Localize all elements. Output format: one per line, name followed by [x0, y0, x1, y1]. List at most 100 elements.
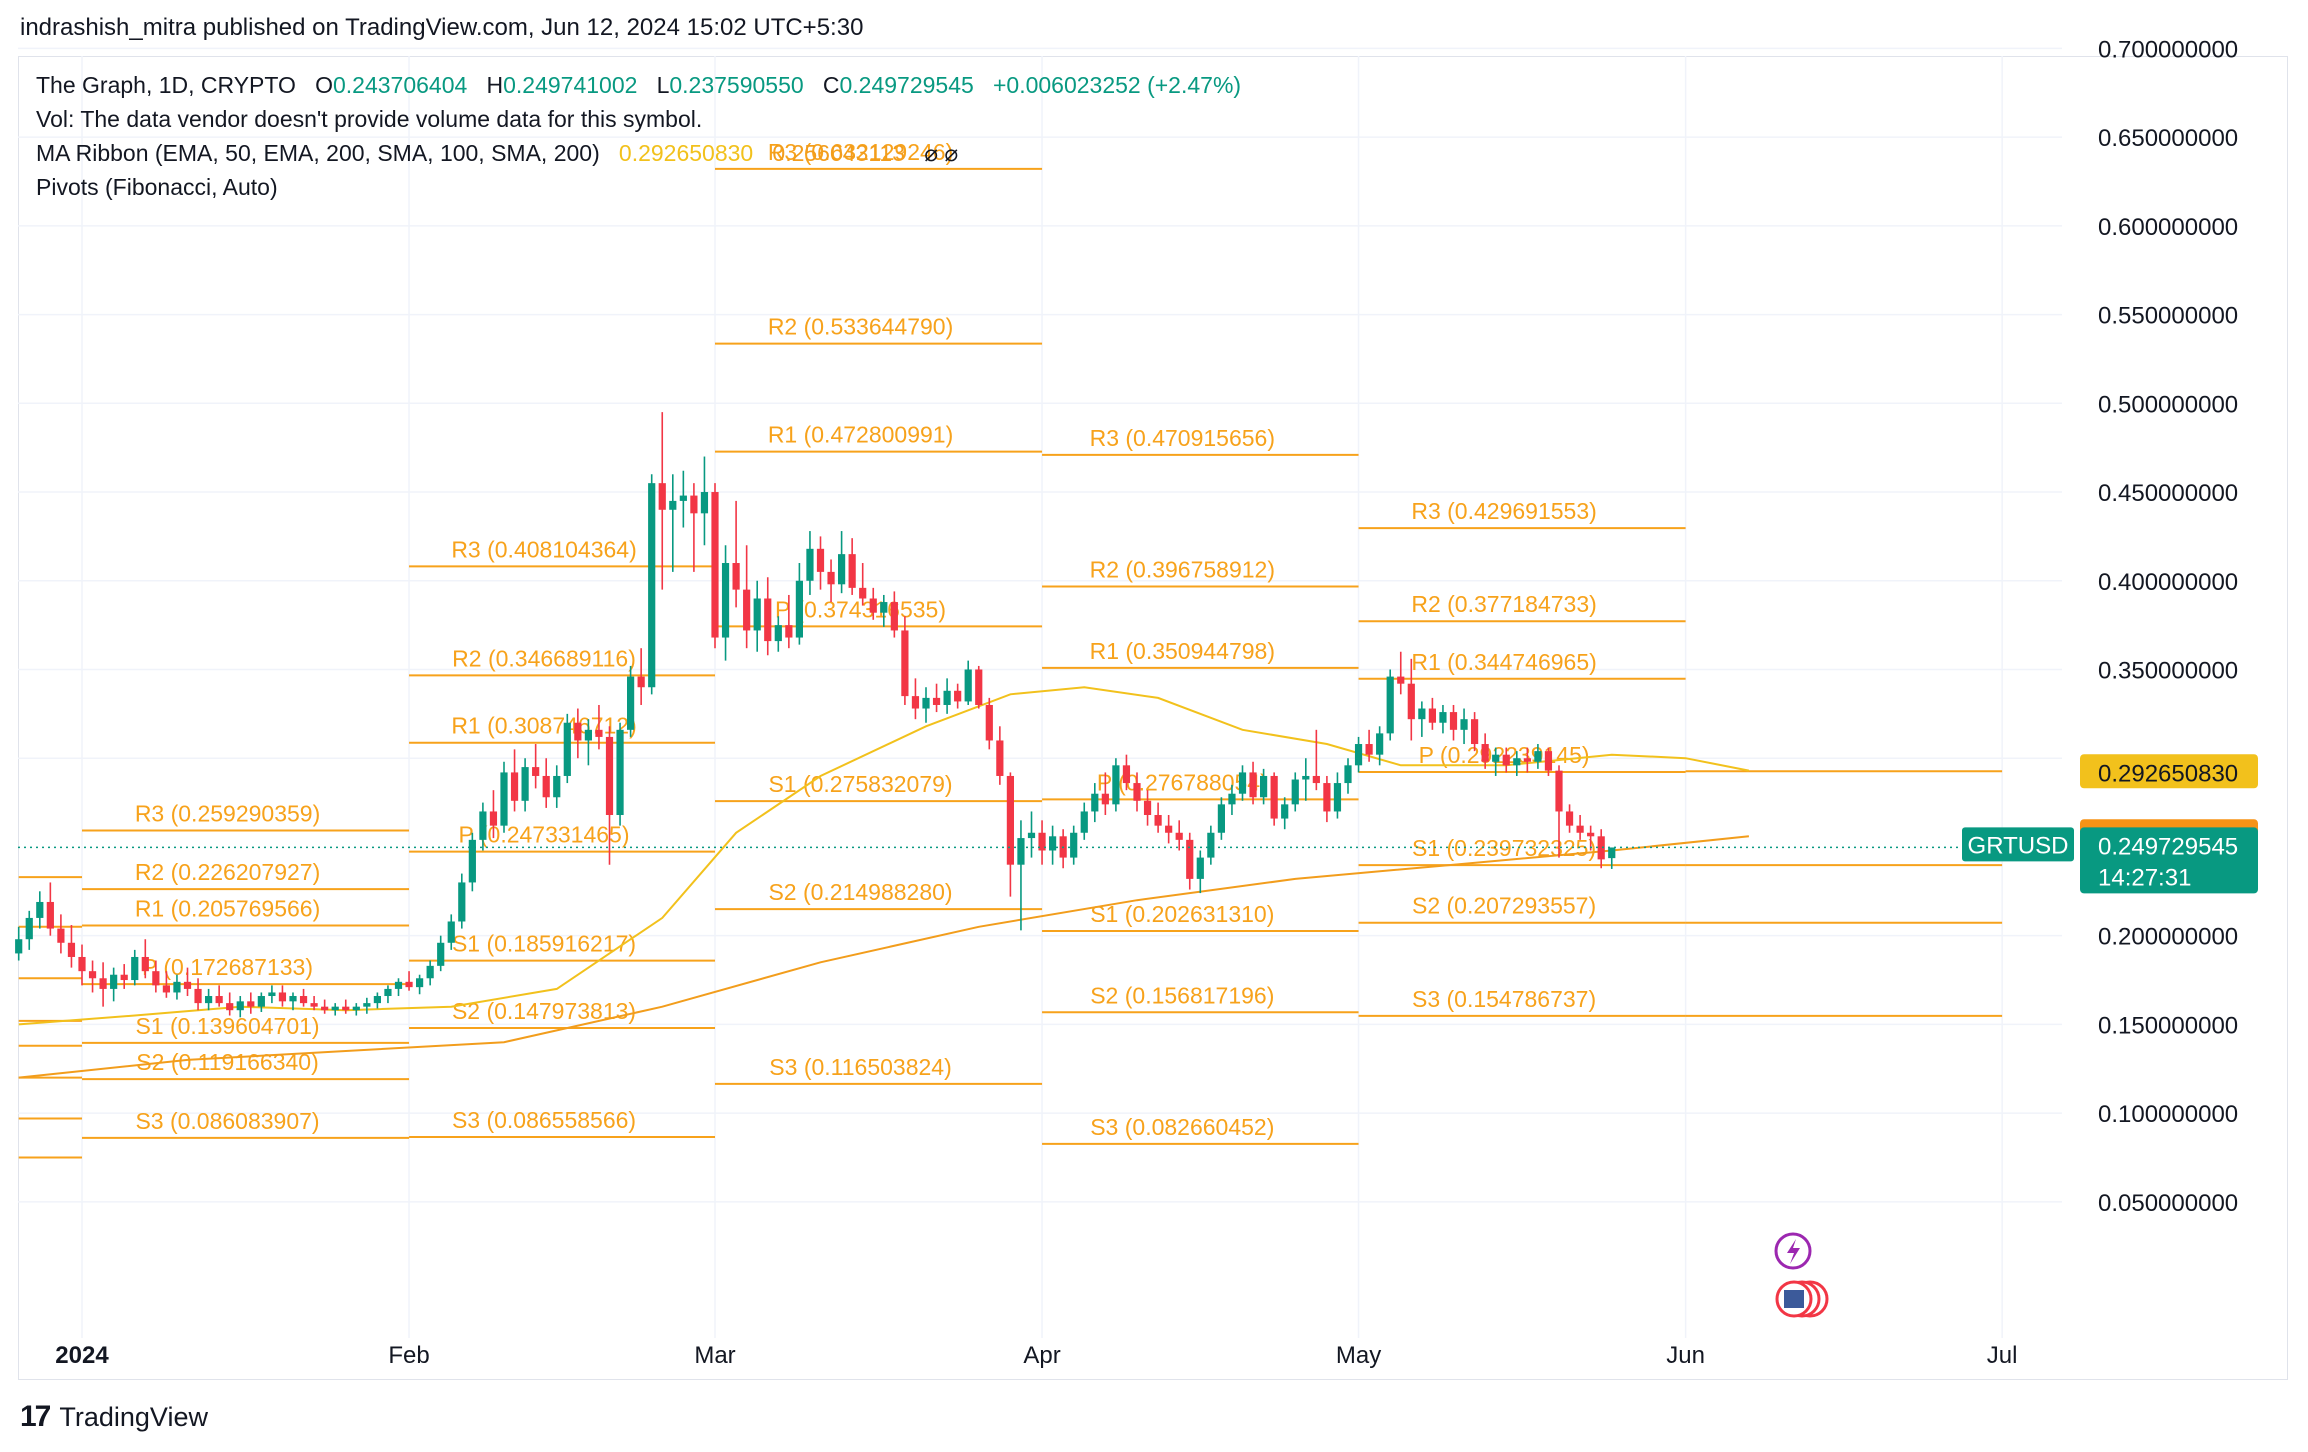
- candle-body: [447, 921, 455, 943]
- candle-body: [827, 571, 835, 585]
- ohlc-row: The Graph, 1D, CRYPTO O0.243706404 H0.24…: [36, 72, 1242, 98]
- pivot-label: P (0.172687133): [142, 954, 313, 980]
- candle-body: [859, 587, 867, 599]
- change-value: +0.006023252 (+2.47%): [992, 72, 1242, 98]
- candle-body: [1354, 744, 1363, 766]
- candle-body: [257, 996, 265, 1007]
- candle-body: [1038, 832, 1046, 851]
- candle-body: [1312, 775, 1320, 784]
- ma-ribbon-label: MA Ribbon (EMA, 50, EMA, 200, SMA, 100, …: [36, 140, 600, 166]
- candle-body: [1112, 765, 1120, 805]
- pivot-label: S1 (0.185916217): [452, 931, 636, 957]
- brand-label: TradingView: [59, 1401, 208, 1432]
- pivot-label: R2 (0.533644790): [768, 314, 953, 340]
- low-value: 0.237590550: [669, 72, 804, 98]
- candle-body: [1228, 793, 1236, 805]
- candle-body: [1418, 708, 1426, 720]
- ma-ribbon-row: MA Ribbon (EMA, 50, EMA, 200, SMA, 100, …: [36, 136, 1241, 170]
- grid: [18, 47, 2062, 1338]
- candle-body: [1502, 754, 1510, 766]
- candle-body: [373, 996, 381, 1004]
- candle-body: [1154, 815, 1162, 826]
- candle-body: [510, 772, 519, 801]
- candle-body: [310, 1003, 318, 1007]
- price-badges: 0.2926508300.2560431130.24972954514:27:3…: [18, 754, 2258, 894]
- candle-body: [1333, 783, 1342, 812]
- candle-body: [658, 483, 666, 510]
- candle-body: [1122, 765, 1131, 784]
- pivot-label: R2 (0.346689116): [452, 645, 636, 671]
- candle-body: [384, 988, 392, 997]
- candle-body: [553, 775, 561, 798]
- candle-body: [1481, 744, 1489, 762]
- y-tick-label: 0.700000000: [2098, 36, 2238, 63]
- price-axis: 0.700000000 0.650000000 0.600000000 0.55000…: [2098, 36, 2238, 1216]
- candle-body: [173, 981, 181, 993]
- ma-value-1: 0.292650830: [618, 140, 754, 166]
- y-tick-label: 0.050000000: [2098, 1190, 2238, 1217]
- symbol-label: The Graph, 1D, CRYPTO: [36, 72, 296, 98]
- ma-badge-1-text: 0.292650830: [2098, 760, 2238, 787]
- pivot-label: R3 (0.259290359): [135, 800, 320, 826]
- candle-body: [1270, 775, 1278, 819]
- y-tick-label: 0.400000000: [2098, 569, 2238, 596]
- candle-body: [795, 580, 803, 638]
- candle-body: [1449, 712, 1458, 730]
- time-axis: 2024 Feb Mar Apr May Jun Jul: [55, 1342, 2017, 1369]
- candle-body: [1049, 836, 1057, 851]
- candle-body: [57, 928, 65, 943]
- volume-row: Vol: The data vendor doesn't provide vol…: [36, 106, 703, 132]
- candle-body: [637, 676, 645, 688]
- pivot-label: P (0.374316535): [775, 596, 946, 622]
- candle-body: [131, 956, 139, 981]
- candle-body: [46, 901, 54, 929]
- candle-body: [542, 775, 550, 798]
- candle-body: [289, 996, 297, 1002]
- ma-ribbon: [18, 686, 1750, 1079]
- candle-body: [394, 981, 403, 989]
- candle-body: [479, 811, 487, 840]
- candle-body: [183, 981, 192, 989]
- ma-value-2: 0.256043113: [772, 140, 906, 166]
- candle-body: [1070, 832, 1078, 858]
- candle-body: [954, 690, 962, 702]
- y-tick-label: 0.500000000: [2098, 391, 2238, 418]
- candle-body: [236, 1001, 244, 1011]
- high-value: 0.249741002: [503, 72, 638, 98]
- candle-body: [1302, 775, 1310, 780]
- chart-legend: The Graph, 1D, CRYPTO O0.243706404 H0.24…: [36, 68, 1241, 204]
- candle-body: [532, 767, 540, 776]
- candle-body: [1534, 751, 1542, 762]
- y-tick-label: 0.650000000: [2098, 125, 2238, 152]
- candle-body: [1439, 712, 1447, 723]
- candle-body: [1555, 770, 1563, 812]
- candle-body: [711, 492, 719, 638]
- x-tick-label: Feb: [388, 1342, 429, 1369]
- candle-body: [1017, 838, 1025, 865]
- pivot-label: R3 (0.470915656): [1090, 425, 1275, 451]
- candle-body: [1376, 733, 1384, 755]
- candle-body: [943, 690, 951, 705]
- candle-body: [743, 589, 751, 631]
- candle-body: [890, 602, 898, 631]
- candle-body: [964, 669, 972, 702]
- candle-body: [753, 598, 761, 631]
- candle-body: [1281, 804, 1289, 819]
- pivot-label: S1 (0.139604701): [135, 1013, 319, 1039]
- candle-body: [1397, 676, 1405, 684]
- candles: [15, 412, 1616, 1018]
- y-tick-label: 0.450000000: [2098, 480, 2238, 507]
- lightning-icon-glyph: [1787, 1239, 1800, 1264]
- x-tick-label: 2024: [55, 1342, 109, 1369]
- candle-body: [838, 554, 846, 585]
- ma-line-long: [18, 835, 1750, 1079]
- chart-icons: [1774, 1232, 1829, 1318]
- candle-body: [489, 811, 498, 826]
- pivot-label: R2 (0.396758912): [1090, 557, 1275, 583]
- pivot-label: R1 (0.205769566): [135, 895, 320, 921]
- candle-body: [1344, 765, 1352, 784]
- candle-body: [605, 736, 614, 816]
- candle-body: [1207, 832, 1215, 858]
- candle-body: [363, 1003, 371, 1007]
